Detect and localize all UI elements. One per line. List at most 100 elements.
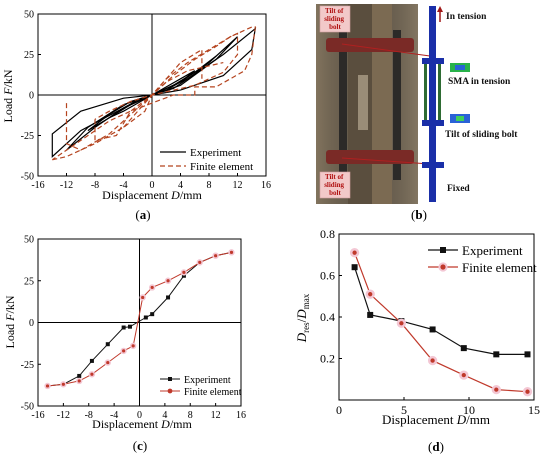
fe-loop-2 xyxy=(65,62,224,151)
fe-bolt-top xyxy=(422,58,444,64)
tilt-label-top-box xyxy=(319,5,351,33)
fe-model-column xyxy=(429,6,436,202)
chart-d: 0 5 10 15 0.2 0.4 0.6 0.8 Experiment Finite ele… xyxy=(294,227,540,454)
x-tick-label: -16 xyxy=(31,410,44,421)
y-tick-label: -50 xyxy=(21,402,34,413)
y-tick-label: 25 xyxy=(24,276,34,287)
fe-point xyxy=(196,259,203,266)
tilt-label-bottom: Tilt of sliding bolt xyxy=(324,173,346,197)
x-tick-label: 12 xyxy=(233,180,243,191)
caption-b: (b) xyxy=(411,207,427,222)
fe-point xyxy=(120,347,127,355)
y-tick-label: 0.6 xyxy=(320,269,335,283)
experiment-point xyxy=(127,324,132,329)
sma-stress-contour-core xyxy=(455,65,465,70)
y-tick-label: 0.2 xyxy=(320,352,335,366)
experiment-point xyxy=(105,342,110,347)
experiment-point xyxy=(493,351,500,358)
experiment-point xyxy=(351,264,358,271)
legend-d-fe-label: Finite element xyxy=(462,260,537,275)
timber-member-right xyxy=(372,4,392,204)
legend-a-experiment-label: Experiment xyxy=(190,147,241,159)
fe-point xyxy=(76,377,83,385)
fe-point xyxy=(459,370,469,380)
experiment-line xyxy=(354,267,528,355)
legend-d-fe-marker xyxy=(438,262,448,272)
chart-c-ylabel: Load F/kN xyxy=(3,295,17,348)
chart-c-legend: Experiment Finite element xyxy=(160,375,242,398)
y-tick-label: 0.4 xyxy=(320,310,335,324)
fe-point xyxy=(212,252,219,259)
experiment-point xyxy=(150,312,155,317)
legend-c-fe-label: Finite element xyxy=(184,387,242,398)
experiment-point xyxy=(121,325,126,330)
sma-in-tension-label: SMA in tension xyxy=(448,77,511,87)
threaded-rod-right xyxy=(393,30,401,180)
y-tick-label: 0 xyxy=(29,91,34,102)
chart-a-ylabel: Load F/kN xyxy=(1,69,15,122)
x-tick-label: 8 xyxy=(207,180,212,191)
fe-point xyxy=(104,359,111,366)
fe-point xyxy=(491,384,501,395)
fe-point xyxy=(148,284,156,291)
y-tick-label: -50 xyxy=(21,172,34,183)
fe-sma-left xyxy=(424,64,427,120)
experiment-point xyxy=(143,315,148,320)
leader-line-bottom xyxy=(341,157,431,165)
bolt-stress-contour-core xyxy=(456,116,464,121)
experiment-point xyxy=(89,358,94,363)
x-tick-label: 15 xyxy=(528,403,540,417)
fe-loop-0 xyxy=(51,26,256,161)
experiment-point xyxy=(166,295,171,300)
fe-point xyxy=(60,381,67,388)
experiment-point xyxy=(181,273,186,278)
x-tick-label: 0 xyxy=(150,180,155,191)
x-tick-label: 12 xyxy=(211,410,221,421)
x-tick-label: -4 xyxy=(119,180,127,191)
bolt-plate-bottom xyxy=(326,150,414,164)
experiment-point xyxy=(77,373,82,378)
x-tick-label: -16 xyxy=(31,180,44,191)
fe-point xyxy=(88,371,96,378)
fe-point xyxy=(139,294,146,301)
legend-c-experiment-label: Experiment xyxy=(184,375,231,386)
x-tick-label: -12 xyxy=(57,410,70,421)
y-tick-label: -25 xyxy=(21,131,34,142)
x-tick-label: 4 xyxy=(178,180,183,191)
legend-a-fe-label: Finite element xyxy=(190,161,253,173)
experiment-point xyxy=(460,345,467,352)
fe-point xyxy=(396,318,407,328)
y-tick-label: 0 xyxy=(29,318,34,329)
sma-wires xyxy=(358,75,368,130)
fe-bolt-middle xyxy=(422,120,444,126)
fe-point xyxy=(44,382,51,390)
fe-bolt-bottom xyxy=(422,162,444,168)
caption-c: (c) xyxy=(133,438,147,453)
fixed-label: Fixed xyxy=(447,184,470,194)
x-tick-label: 8 xyxy=(188,410,193,421)
legend-d-experiment-marker xyxy=(440,247,446,253)
fe-point xyxy=(228,249,235,256)
fe-loop-1 xyxy=(94,32,239,142)
legend-c-experiment-marker xyxy=(168,377,172,381)
x-tick-label: 0 xyxy=(137,410,142,421)
tension-arrow-icon xyxy=(437,6,443,12)
fe-point xyxy=(129,342,137,350)
threaded-rod-left xyxy=(339,30,347,180)
chart-d-legend: Experiment Finite element xyxy=(428,243,537,275)
y-tick-label: 25 xyxy=(24,50,34,61)
fe-point xyxy=(180,269,188,276)
x-tick-label: 4 xyxy=(162,410,167,421)
experiment-point xyxy=(524,351,531,358)
x-tick-label: 10 xyxy=(463,403,475,417)
fe-point xyxy=(164,277,172,284)
x-tick-label: -12 xyxy=(60,180,73,191)
caption-a: (a) xyxy=(135,207,150,222)
photo-panel-b: Tilt of sliding bolt Tilt of sliding bol… xyxy=(316,4,518,222)
chart-a-xlabel: Displacement D/mm xyxy=(102,188,202,202)
tilt-sliding-bolt-label: Tilt of sliding bolt xyxy=(445,130,518,140)
chart-a-legend: Experiment Finite element xyxy=(160,147,253,173)
bolt-plate-top xyxy=(326,38,414,52)
fe-sma-right xyxy=(438,64,441,120)
chart-a: -16 -12 -8 -4 0 4 8 12 16 -50 -25 0 25 50 Experiment … xyxy=(1,10,271,223)
